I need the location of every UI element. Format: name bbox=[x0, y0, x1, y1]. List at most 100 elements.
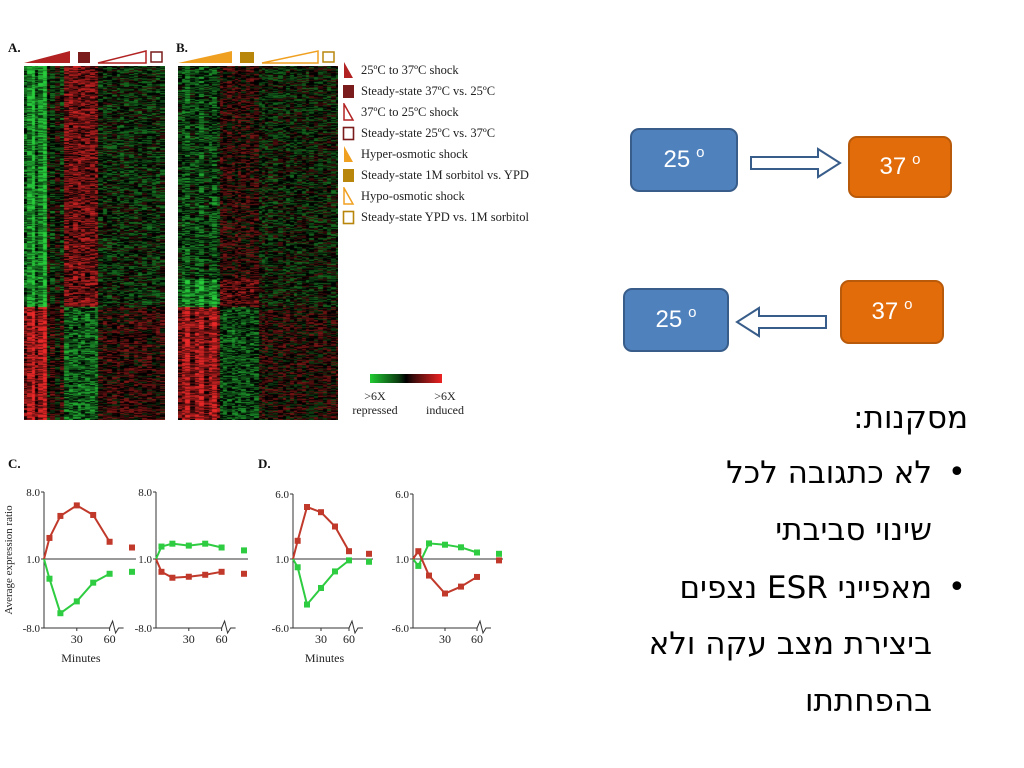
data-point bbox=[218, 544, 225, 551]
axis-break bbox=[348, 619, 363, 635]
y-tick-label: -6.0 bbox=[272, 623, 290, 635]
axis-break bbox=[476, 619, 491, 635]
data-point bbox=[185, 542, 192, 549]
steady-state-point bbox=[241, 547, 247, 554]
marker-hyper-osmotic bbox=[178, 51, 232, 63]
legend-label: 25ºC to 37ºC shock bbox=[361, 62, 459, 77]
marker-steady-37 bbox=[78, 52, 90, 63]
series-line bbox=[292, 505, 350, 560]
legend-label: Steady-state 25ºC vs. 37ºC bbox=[361, 125, 496, 140]
legend-item: Steady-state 25ºC vs. 37ºC bbox=[342, 123, 495, 143]
data-point bbox=[202, 540, 209, 547]
bullet2-line3: בהפחתתו bbox=[805, 683, 932, 719]
data-point bbox=[415, 562, 422, 569]
steady-state-point bbox=[366, 550, 372, 557]
temp-box-37-top: 37 o bbox=[848, 136, 952, 198]
steady-state-point bbox=[496, 557, 502, 564]
data-point bbox=[458, 583, 464, 590]
marker-steady-ypd bbox=[322, 51, 335, 63]
bullet2-line1: מאפייני ESR נצפים bbox=[679, 570, 932, 606]
legend-label: Steady-state 37ºC vs. 25ºC bbox=[361, 83, 496, 98]
data-point bbox=[294, 537, 301, 544]
bullet-1: • bbox=[948, 455, 966, 490]
data-point bbox=[426, 572, 432, 579]
marker-cold-shock bbox=[97, 50, 147, 64]
bullet1-line2: שינוי סביבתי bbox=[775, 512, 932, 548]
y-tick-label: 8.0 bbox=[138, 487, 152, 499]
y-tick-label: 8.0 bbox=[26, 487, 40, 499]
steady-state-point bbox=[129, 544, 135, 551]
bullet-2: • bbox=[948, 570, 966, 605]
y-axis-label: Average expression ratio bbox=[3, 505, 15, 615]
marker-steady-sorbitol bbox=[240, 52, 254, 63]
axis-break bbox=[221, 619, 236, 635]
arrow-right-icon bbox=[750, 147, 842, 179]
x-tick-label: 60 bbox=[104, 632, 116, 646]
legend-marker-icon bbox=[344, 62, 353, 78]
series-line bbox=[43, 558, 111, 615]
x-tick-label: 30 bbox=[315, 632, 327, 646]
data-point bbox=[46, 575, 53, 582]
data-point bbox=[202, 571, 209, 578]
conclusions-heading: מסקנות: bbox=[853, 400, 968, 436]
data-point bbox=[106, 538, 113, 545]
data-point bbox=[90, 579, 97, 586]
y-tick-label: -6.0 bbox=[392, 623, 410, 635]
color-scale-bar bbox=[370, 374, 442, 383]
y-tick-label: 6.0 bbox=[275, 489, 289, 501]
scale-left-label: >6X repressed bbox=[352, 389, 398, 417]
x-tick-label: 30 bbox=[183, 632, 195, 646]
legend-label: Hypo-osmotic shock bbox=[361, 188, 465, 203]
y-tick-label: 1.0 bbox=[138, 554, 152, 566]
data-point bbox=[346, 557, 352, 564]
data-point bbox=[458, 544, 464, 551]
steady-state-point bbox=[241, 570, 247, 577]
heatmap-panel-a bbox=[24, 66, 165, 420]
series-line bbox=[43, 504, 111, 560]
legend-marker-icon bbox=[342, 210, 355, 225]
data-point bbox=[332, 568, 338, 575]
legend-marker-icon bbox=[343, 169, 354, 182]
x-tick-label: 30 bbox=[71, 632, 83, 646]
panel-b-condition-markers bbox=[178, 50, 335, 64]
data-point bbox=[169, 540, 176, 547]
x-tick-label: 60 bbox=[343, 632, 355, 646]
legend-marker-icon bbox=[342, 126, 355, 141]
steady-state-point bbox=[129, 568, 135, 575]
marker-heat-shock bbox=[24, 51, 70, 63]
legend-item: 25ºC to 37ºC shock bbox=[342, 60, 459, 80]
legend-marker-icon bbox=[343, 103, 355, 121]
data-point bbox=[158, 568, 165, 575]
data-point bbox=[304, 601, 310, 608]
legend-label: Steady-state 1M sorbitol vs. YPD bbox=[361, 167, 529, 182]
legend-marker-icon bbox=[344, 146, 353, 162]
data-point bbox=[346, 548, 352, 555]
temp-box-37-bottom: 37 o bbox=[840, 280, 944, 344]
y-tick-label: 1.0 bbox=[275, 554, 289, 566]
data-point bbox=[304, 504, 310, 510]
x-axis-label: Minutes bbox=[305, 651, 345, 665]
legend-marker-icon bbox=[343, 85, 354, 98]
line-charts: 8.0 1.0 -8.0 30 60 Minutes Average expression … bbox=[3, 487, 503, 665]
data-point bbox=[426, 540, 432, 547]
scale-right-label: >6X induced bbox=[426, 389, 464, 417]
panel-a-label: A. bbox=[8, 40, 21, 55]
data-point bbox=[318, 509, 324, 516]
y-tick-label: 1.0 bbox=[395, 554, 409, 566]
legend-item: Steady-state 1M sorbitol vs. YPD bbox=[342, 165, 529, 185]
data-point bbox=[318, 584, 324, 591]
legend-label: Hyper-osmotic shock bbox=[361, 146, 469, 161]
series-line bbox=[292, 558, 350, 607]
y-tick-label: -8.0 bbox=[135, 623, 153, 635]
data-point bbox=[442, 541, 448, 548]
legend-marker-icon bbox=[343, 187, 355, 205]
x-tick-label: 30 bbox=[439, 632, 451, 646]
y-tick-label: -8.0 bbox=[23, 623, 41, 635]
arrow-left-icon bbox=[735, 306, 827, 338]
data-point bbox=[73, 598, 80, 605]
panel-a-condition-markers bbox=[24, 50, 163, 64]
temp-box-25-bottom: 25 o bbox=[623, 288, 729, 352]
panel-b-label: B. bbox=[176, 40, 188, 55]
data-point bbox=[415, 548, 422, 555]
data-point bbox=[474, 549, 480, 556]
